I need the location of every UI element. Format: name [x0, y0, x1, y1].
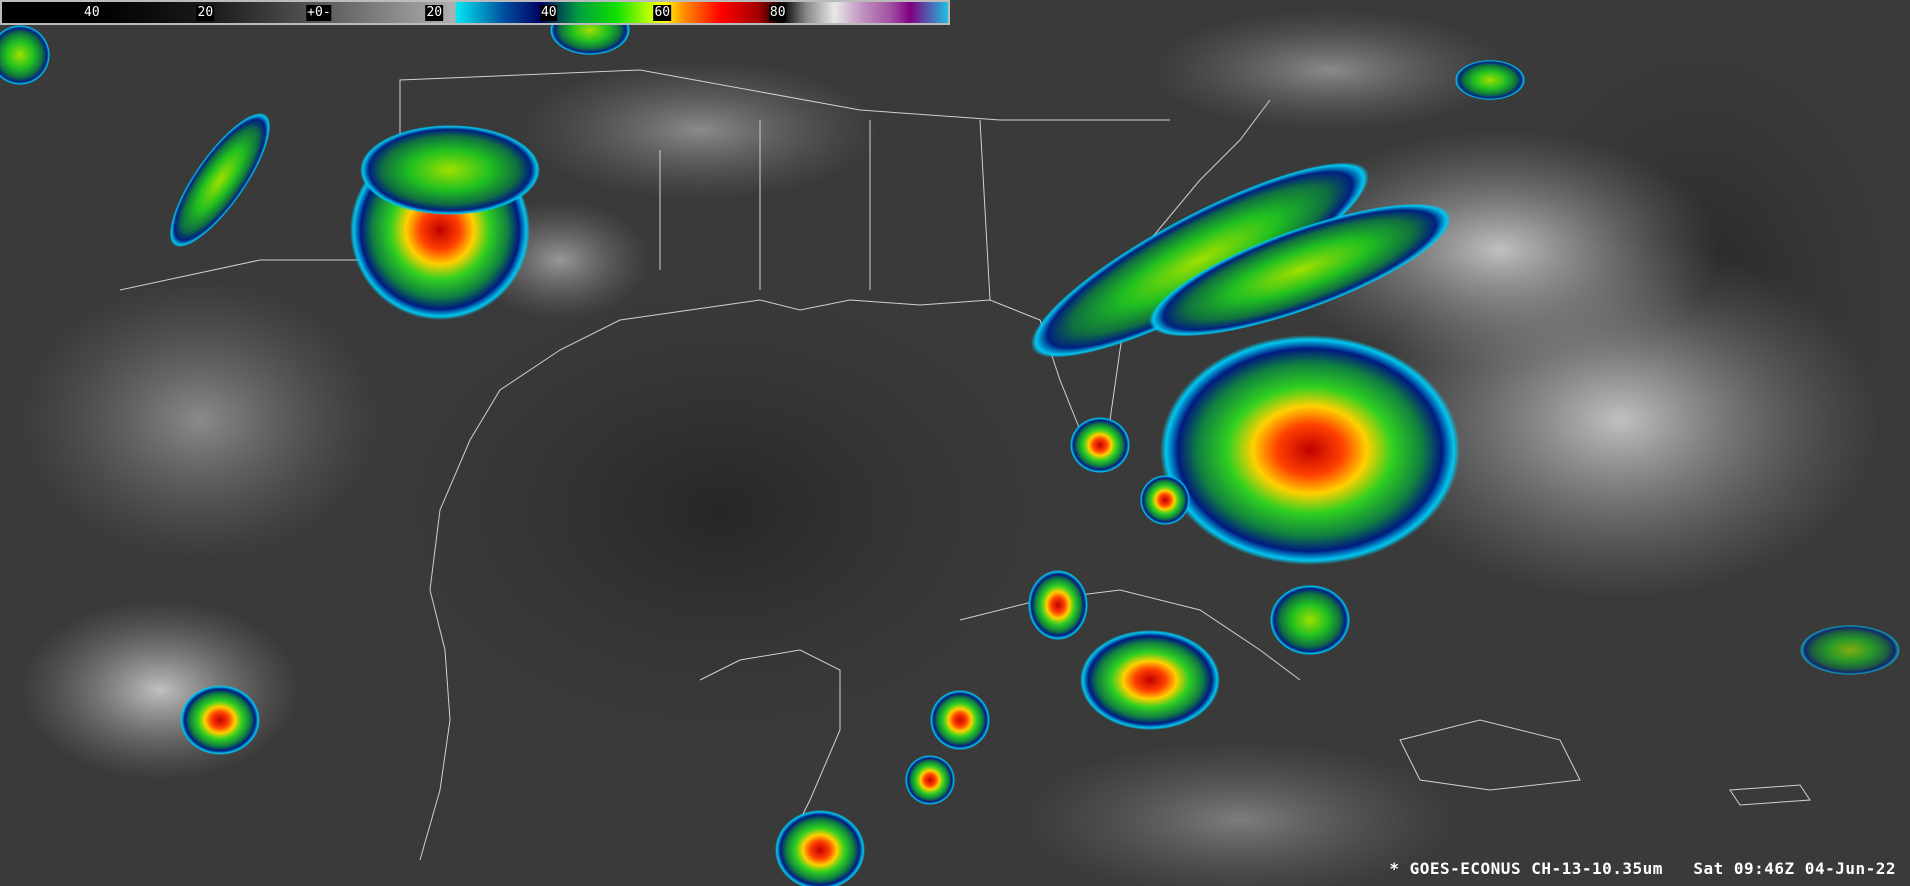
image-caption: * GOES-ECONUS CH-13-10.35um Sat 09:46Z 0…: [1389, 859, 1896, 878]
coastlines: [119, 69, 1811, 861]
colorbar-label: 20: [425, 5, 444, 21]
temperature-colorbar: 40 20 +0- 20 40 60 80: [0, 0, 950, 25]
colorbar-label: 40: [539, 5, 558, 21]
colorbar-label: 60: [653, 5, 672, 21]
caption-marker: *: [1389, 859, 1400, 878]
colorbar-label: 40: [83, 5, 101, 21]
colorbar-label: 80: [768, 5, 787, 21]
timestamp: Sat 09:46Z 04-Jun-22: [1693, 859, 1896, 878]
satellite-channel: GOES-ECONUS CH-13-10.35um: [1409, 859, 1663, 878]
convective-storms: [0, 5, 1900, 886]
colorbar-label: +0-: [306, 5, 332, 21]
colorbar-label: 20: [196, 5, 215, 21]
